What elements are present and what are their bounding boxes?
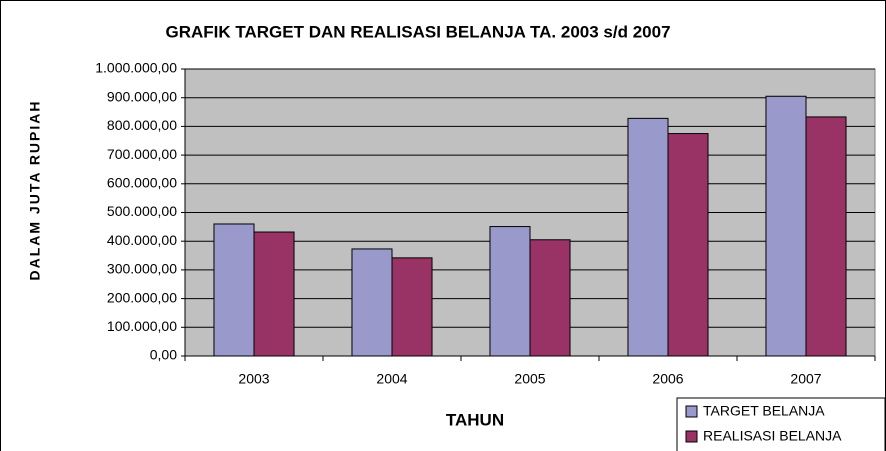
y-axis-title: DALAM JUTA RUPIAH xyxy=(27,100,43,281)
legend xyxy=(676,397,886,451)
chart-title: GRAFIK TARGET DAN REALISASI BELANJA TA. … xyxy=(165,22,670,41)
y-tick-label: 700.000,00 xyxy=(107,146,177,162)
bar xyxy=(805,116,847,357)
bar xyxy=(391,257,433,357)
bar xyxy=(213,223,255,357)
x-axis-title: TAHUN xyxy=(446,410,504,429)
bar xyxy=(667,133,709,357)
y-tick-label: 600.000,00 xyxy=(107,175,177,191)
y-tick-label: 900.000,00 xyxy=(107,88,177,104)
x-tick-label: 2004 xyxy=(376,371,407,387)
bar xyxy=(253,231,295,357)
y-tick-label: 0,00 xyxy=(150,347,177,363)
y-tick-label: 100.000,00 xyxy=(107,318,177,334)
bar xyxy=(351,248,393,357)
y-tick-label: 1.000.000,00 xyxy=(95,60,177,76)
x-tick-label: 2003 xyxy=(238,371,269,387)
x-tick-label: 2007 xyxy=(790,371,821,387)
legend-label: REALISASI BELANJA xyxy=(703,428,842,444)
y-tick-label: 500.000,00 xyxy=(107,203,177,219)
x-tick-label: 2006 xyxy=(652,371,683,387)
legend-label: TARGET BELANJA xyxy=(703,403,825,419)
y-tick-label: 800.000,00 xyxy=(107,117,177,133)
bar xyxy=(529,239,571,357)
y-tick-label: 200.000,00 xyxy=(107,289,177,305)
legend-swatch xyxy=(685,430,698,443)
legend-swatch xyxy=(685,405,698,418)
x-tick-label: 2005 xyxy=(514,371,545,387)
y-tick-label: 300.000,00 xyxy=(107,261,177,277)
y-tick-label: 400.000,00 xyxy=(107,232,177,248)
bar xyxy=(489,226,531,357)
bar xyxy=(627,117,669,357)
bar xyxy=(765,95,807,357)
